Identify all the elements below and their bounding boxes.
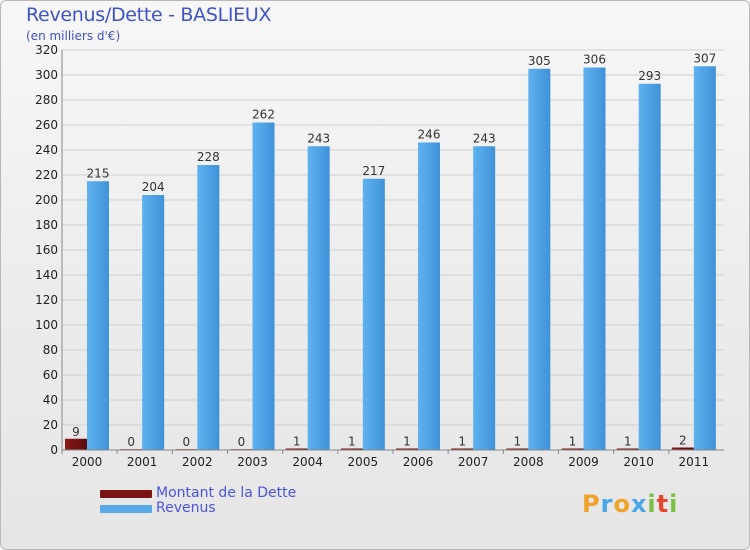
data-label-debt: 1 <box>458 435 466 449</box>
data-label-debt: 1 <box>348 435 356 449</box>
x-tick-label: 2008 <box>513 455 544 469</box>
bar-debt-2011 <box>671 447 694 450</box>
data-label-debt: 1 <box>514 435 522 449</box>
data-label-debt: 0 <box>183 435 191 449</box>
data-label-revenue: 215 <box>87 166 110 180</box>
bar-debt-2005 <box>340 448 363 450</box>
chart-title: Revenus/Dette - BASLIEUX <box>26 4 272 26</box>
x-tick-label: 2007 <box>458 455 489 469</box>
y-tick-label: 40 <box>43 393 58 407</box>
bar-revenue-2002 <box>197 165 220 450</box>
chart-subtitle: (en milliers d'€) <box>26 29 121 43</box>
y-tick-label: 300 <box>35 68 58 82</box>
bar-revenue-2010 <box>638 83 661 450</box>
legend: Montant de la Dette Revenus <box>100 486 296 516</box>
bar-revenue-2003 <box>252 122 275 450</box>
y-tick-label: 100 <box>35 318 58 332</box>
bar-revenue-2005 <box>362 178 385 450</box>
legend-item-revenue: Revenus <box>100 501 296 516</box>
bar-revenue-2001 <box>142 195 165 450</box>
y-tick-label: 200 <box>35 193 58 207</box>
bar-revenue-2000 <box>87 181 109 450</box>
data-label-revenue: 243 <box>473 131 496 145</box>
data-label-revenue: 305 <box>528 54 551 68</box>
y-tick-label: 160 <box>35 243 58 257</box>
bar-revenue-2004 <box>307 146 330 450</box>
data-label-revenue: 262 <box>252 108 275 122</box>
y-tick-label: 60 <box>43 368 58 382</box>
y-tick-label: 140 <box>35 268 58 282</box>
proxiti-logo: Proxiti <box>582 490 679 518</box>
bar-debt-2007 <box>451 448 474 450</box>
y-tick-label: 0 <box>50 443 58 457</box>
x-tick-label: 2009 <box>568 455 599 469</box>
x-tick-label: 2000 <box>72 455 103 469</box>
x-tick-label: 2003 <box>237 455 268 469</box>
legend-item-debt: Montant de la Dette <box>100 486 296 501</box>
data-label-revenue: 243 <box>307 131 330 145</box>
data-label-revenue: 307 <box>693 51 716 65</box>
y-tick-label: 20 <box>43 418 58 432</box>
data-label-debt: 0 <box>127 435 135 449</box>
y-tick-label: 120 <box>35 293 58 307</box>
data-label-revenue: 204 <box>142 180 165 194</box>
data-label-revenue: 306 <box>583 53 606 67</box>
y-tick-label: 220 <box>35 168 58 182</box>
x-tick-label: 2005 <box>348 455 379 469</box>
data-label-debt: 1 <box>624 435 632 449</box>
bar-debt-2008 <box>506 448 529 450</box>
x-tick-label: 2011 <box>679 455 710 469</box>
y-tick-label: 280 <box>35 93 58 107</box>
bar-debt-2009 <box>561 448 584 450</box>
data-label-debt: 9 <box>72 425 80 439</box>
y-tick-label: 180 <box>35 218 58 232</box>
data-label-debt: 2 <box>679 434 687 448</box>
bar-debt-2006 <box>396 448 418 450</box>
legend-label-revenue: Revenus <box>156 500 216 516</box>
x-tick-label: 2010 <box>623 455 654 469</box>
bar-revenue-2011 <box>693 66 716 450</box>
bar-revenue-2008 <box>528 68 551 450</box>
bar-revenue-2009 <box>583 67 606 450</box>
bar-debt-2004 <box>285 448 308 450</box>
x-tick-label: 2004 <box>292 455 323 469</box>
legend-swatch-debt <box>100 489 152 498</box>
x-tick-label: 2002 <box>182 455 213 469</box>
bar-debt-2000 <box>65 438 87 450</box>
legend-swatch-revenue <box>100 504 152 513</box>
bar-revenue-2006 <box>418 142 440 450</box>
data-label-revenue: 217 <box>362 164 385 178</box>
bar-revenue-2007 <box>473 146 496 450</box>
data-label-revenue: 293 <box>638 69 661 83</box>
bar-debt-2010 <box>616 448 639 450</box>
y-tick-label: 80 <box>43 343 58 357</box>
x-tick-label: 2006 <box>403 455 434 469</box>
y-tick-label: 240 <box>35 143 58 157</box>
data-label-debt: 1 <box>293 435 301 449</box>
x-tick-label: 2001 <box>127 455 158 469</box>
y-tick-label: 320 <box>35 43 58 57</box>
data-label-revenue: 228 <box>197 150 220 164</box>
y-tick-label: 260 <box>35 118 58 132</box>
data-label-revenue: 246 <box>418 128 441 142</box>
data-label-debt: 1 <box>569 435 577 449</box>
data-label-debt: 1 <box>403 435 411 449</box>
data-label-debt: 0 <box>238 435 246 449</box>
legend-label-debt: Montant de la Dette <box>156 485 297 501</box>
